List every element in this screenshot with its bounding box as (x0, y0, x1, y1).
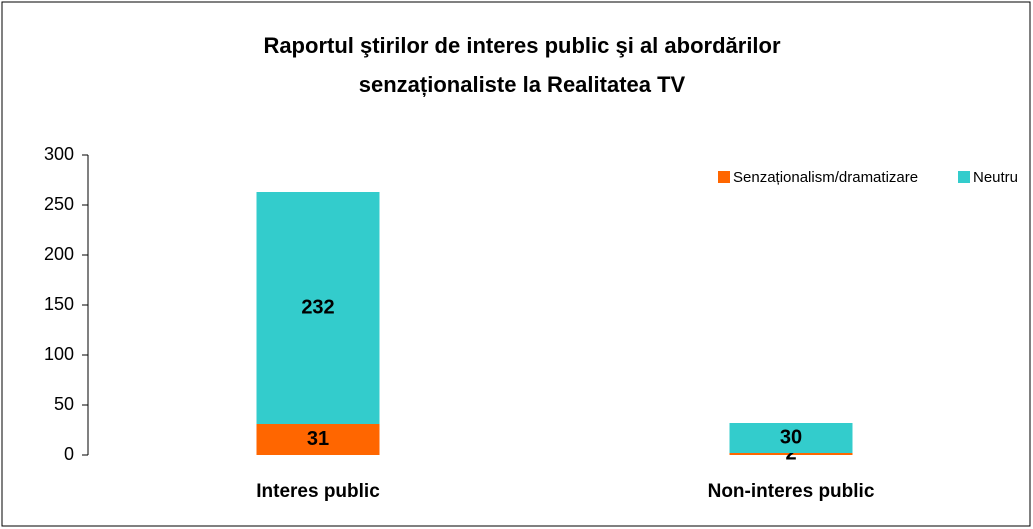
bar-segment (256, 424, 380, 455)
bar-segment (729, 453, 853, 455)
chart-title: Raportul ştirilor de interes public şi a… (263, 33, 781, 58)
data-label: 232 (301, 296, 334, 318)
y-tick-label: 250 (44, 194, 74, 214)
legend-label: Senzaționalism/dramatizare (733, 169, 918, 186)
chart-title: senzaționaliste la Realitatea TV (359, 72, 686, 97)
y-tick-label: 200 (44, 244, 74, 264)
data-label: 31 (307, 428, 329, 450)
y-tick-label: 50 (54, 394, 74, 414)
y-tick-label: 0 (64, 444, 74, 464)
data-label: 30 (780, 426, 802, 448)
y-tick-label: 300 (44, 144, 74, 164)
legend-swatch (958, 171, 970, 183)
bar-segment (729, 423, 853, 453)
y-tick-label: 100 (44, 344, 74, 364)
x-tick-label: Non-interes public (708, 481, 875, 502)
x-tick-label: Interes public (256, 481, 380, 502)
bar-segment (256, 192, 380, 424)
data-label: 2 (785, 442, 796, 464)
legend-label: Neutru (973, 169, 1018, 186)
y-tick-label: 150 (44, 294, 74, 314)
legend-swatch (718, 171, 730, 183)
